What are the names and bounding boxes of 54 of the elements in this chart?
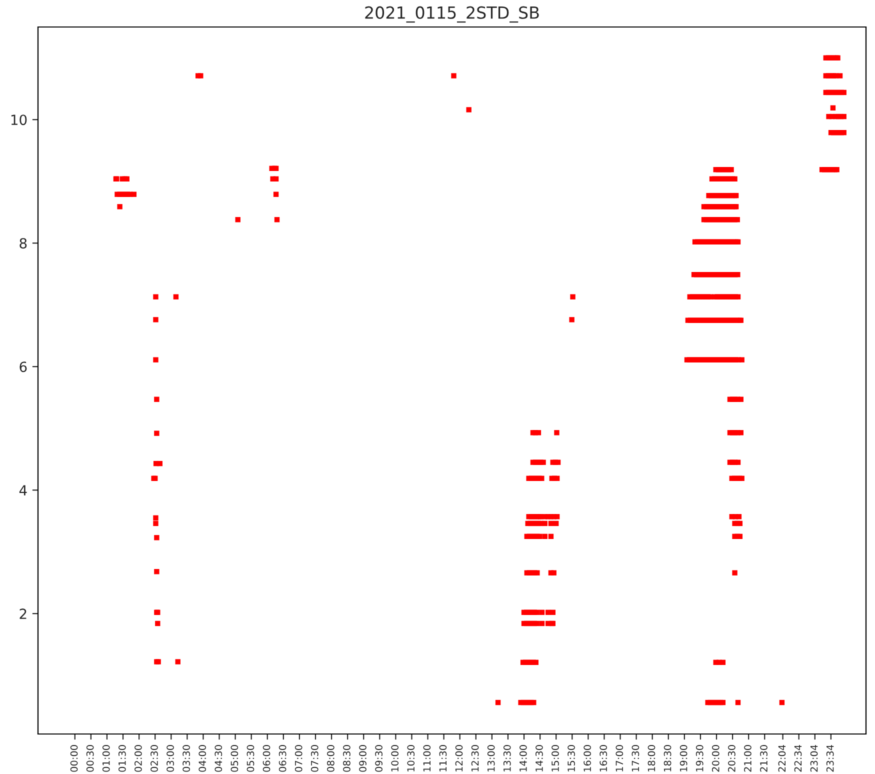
x-tick-label: 10:30 [407,745,415,772]
x-tick-label: 12:30 [471,745,479,772]
x-tick-label: 19:00 [680,745,688,772]
x-tick-label: 09:30 [375,745,382,772]
x-tick-label: 12:00 [455,745,463,772]
chart-title: 2021_0115_2STD_SB [365,6,539,23]
x-tick-label: 07:00 [294,745,302,772]
x-tick-label: 01:30 [118,745,126,772]
x-tick-label: 05:00 [230,745,238,772]
y-tick-label: 10 [11,114,27,126]
x-tick-label: 09:00 [359,745,366,772]
x-tick-label: 19:30 [696,745,704,772]
x-tick-label: 17:30 [632,745,640,772]
x-tick-label: 15:00 [552,745,559,772]
x-tick-label: 08:30 [343,745,350,772]
x-tick-label: 22:04 [778,744,786,772]
x-tick-label: 14:00 [519,745,527,772]
x-tick-label: 03:00 [166,745,174,772]
x-tick-label: 15:30 [568,745,575,772]
x-tick-label: 21:30 [760,745,768,772]
y-tick-label: 2 [20,608,26,619]
x-tick-label: 11:30 [439,745,447,772]
x-tick-label: 21:00 [744,745,752,772]
x-tick-label: 13:00 [487,745,495,772]
y-tick-label: 6 [20,362,27,372]
x-tick-label: 05:30 [246,745,254,772]
x-tick-label: 20:30 [728,745,736,772]
x-tick-label: 20:00 [712,745,720,772]
x-tick-label: 17:00 [616,745,624,772]
x-tick-label: 00:00 [70,745,78,772]
x-tick-label: 23:34 [826,744,834,772]
x-tick-label: 07:30 [310,745,318,772]
x-tick-label: 04:00 [198,745,206,772]
x-tick-label: 16:00 [584,745,592,772]
x-tick-label: 02:00 [134,745,142,772]
x-tick-label: 16:30 [600,745,608,772]
x-tick-label: 10:00 [391,745,399,772]
x-tick-label: 23:04 [810,744,818,772]
y-tick-label: 4 [19,485,27,496]
x-tick-label: 02:30 [150,745,158,772]
x-tick-label: 04:30 [214,745,222,772]
x-tick-label: 06:30 [278,745,286,772]
y-tick-label: 8 [20,238,27,249]
x-tick-label: 06:00 [262,745,270,772]
x-tick-label: 08:00 [327,745,334,772]
x-tick-label: 18:00 [648,745,656,772]
x-tick-label: 13:30 [503,745,511,772]
x-tick-label: 00:30 [86,745,94,772]
x-tick-label: 18:30 [664,745,672,772]
x-tick-label: 14:30 [536,745,543,772]
x-tick-label: 11:00 [423,745,431,772]
x-tick-label: 03:30 [182,745,190,772]
x-tick-label: 01:00 [102,745,110,772]
x-tick-label: 22:34 [794,744,802,772]
